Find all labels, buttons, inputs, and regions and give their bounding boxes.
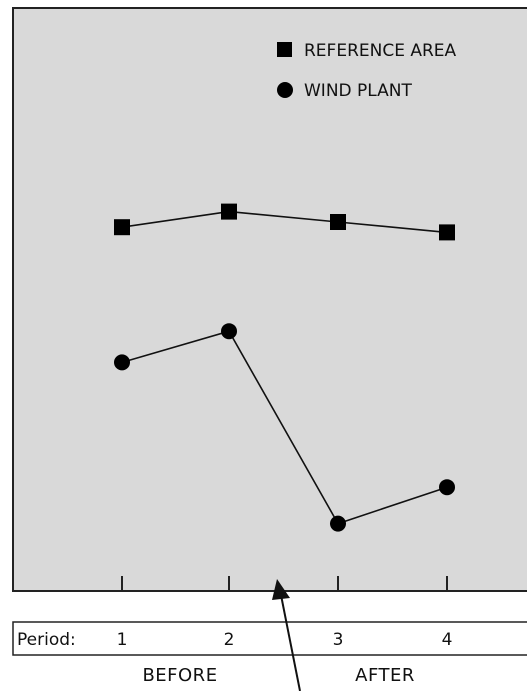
legend-wind-plant-label: WIND PLANT bbox=[304, 81, 412, 101]
wind-plant-point-4 bbox=[439, 479, 455, 496]
plot-area bbox=[12, 7, 527, 592]
x-axis-ticks bbox=[121, 576, 448, 591]
wind-plant-point-1 bbox=[114, 354, 130, 371]
x-tick-labels: 1 2 3 4 bbox=[117, 630, 453, 650]
treatment-arrow-shaft bbox=[279, 589, 301, 691]
wind-plant-line bbox=[121, 330, 448, 525]
reference-area-point-1 bbox=[114, 219, 130, 236]
legend: REFERENCE AREA WIND PLANT bbox=[277, 41, 457, 101]
reference-area-line bbox=[121, 210, 448, 234]
reference-area-point-4 bbox=[439, 224, 455, 241]
x-tick-label-2: 2 bbox=[224, 630, 235, 650]
phase-label-before: BEFORE bbox=[142, 665, 217, 686]
treatment-arrow-head bbox=[272, 579, 290, 600]
wind-plant-point-3 bbox=[330, 515, 346, 532]
x-tick-label-3: 3 bbox=[333, 630, 344, 650]
x-tick-label-1: 1 bbox=[117, 630, 128, 650]
series-layer bbox=[114, 203, 455, 532]
reference-area-point-3 bbox=[330, 214, 346, 230]
phase-label-after: AFTER bbox=[355, 665, 415, 686]
wind-plant-point-2 bbox=[221, 323, 237, 340]
legend-reference-area-label: REFERENCE AREA bbox=[304, 41, 457, 61]
treatment-arrow bbox=[272, 579, 301, 691]
period-row-box bbox=[12, 621, 527, 656]
legend-reference-area-marker bbox=[277, 42, 292, 57]
x-tick-label-4: 4 bbox=[442, 630, 453, 650]
reference-area-point-2 bbox=[221, 203, 237, 220]
legend-wind-plant-marker bbox=[277, 82, 293, 98]
axis-label-prefix: Period: bbox=[17, 630, 76, 650]
